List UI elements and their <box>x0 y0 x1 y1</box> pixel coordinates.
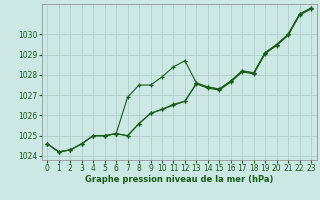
X-axis label: Graphe pression niveau de la mer (hPa): Graphe pression niveau de la mer (hPa) <box>85 175 273 184</box>
